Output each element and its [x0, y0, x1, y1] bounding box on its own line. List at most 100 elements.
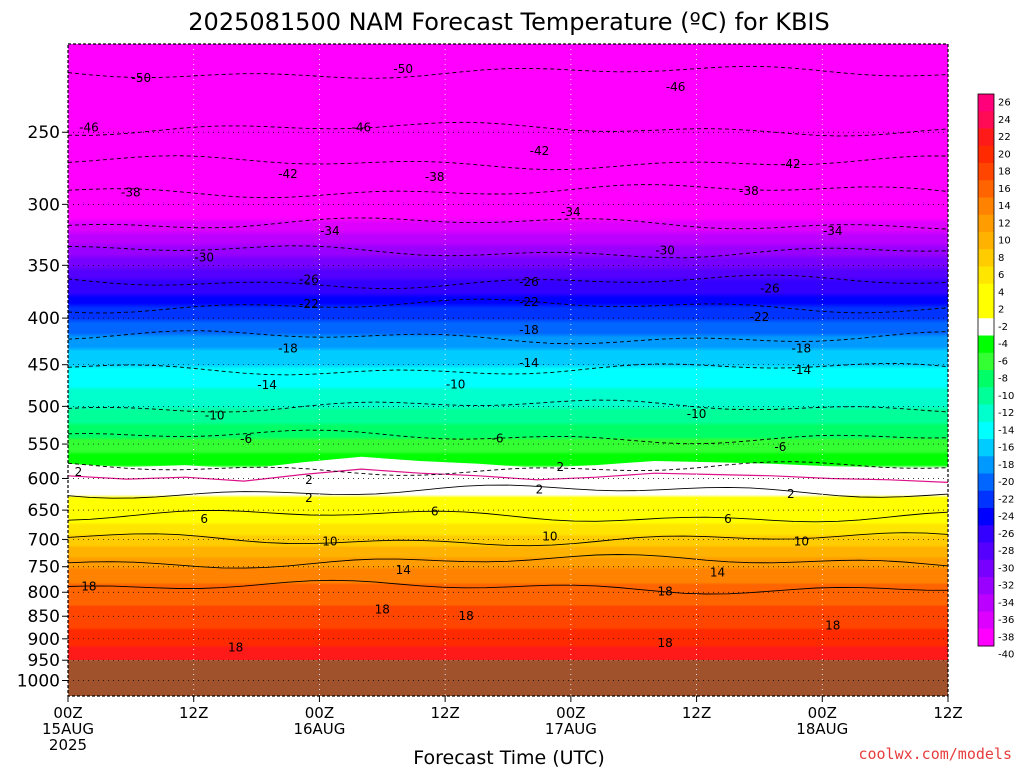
colorbar-tick-label: -24	[998, 512, 1014, 523]
contour-label: -18	[278, 342, 298, 356]
x-tick-label: 00Z	[53, 704, 82, 722]
colorbar-tick-label: 4	[998, 287, 1004, 298]
colorbar-tick-label: -18	[998, 460, 1014, 471]
colorbar-swatch	[978, 163, 994, 181]
y-tick-label: 750	[28, 558, 60, 578]
colorbar-swatch	[978, 94, 994, 112]
contour-label: -14	[519, 356, 539, 370]
colorbar-tick-label: 14	[998, 201, 1011, 212]
colorbar-swatch	[978, 490, 994, 509]
contour-label: -10	[687, 407, 707, 421]
colorbar-swatch	[978, 249, 994, 267]
colorbar-swatch	[978, 439, 994, 457]
x-tick-date: 17AUG	[545, 720, 597, 738]
contour-label: 18	[658, 585, 673, 599]
y-tick-label: 600	[28, 469, 60, 489]
colorbar-tick-label: -20	[998, 477, 1014, 488]
colorbar-tick-label: -16	[998, 443, 1014, 454]
contour-label: -22	[299, 297, 319, 311]
x-tick-label: 00Z	[808, 704, 837, 722]
colorbar-swatch	[978, 473, 994, 492]
contour-label: -14	[257, 378, 277, 392]
y-tick-label: 350	[28, 256, 60, 276]
x-tick-date: 18AUG	[796, 720, 848, 738]
colorbar-swatch	[978, 266, 994, 285]
contour-label: -42	[530, 144, 550, 158]
colorbar-swatch	[978, 111, 994, 129]
contour-label: 18	[375, 603, 390, 617]
plot-frame	[67, 43, 949, 697]
contour-label: -26	[299, 273, 319, 287]
colorbar-swatch	[978, 594, 994, 612]
colorbar-swatch	[978, 301, 994, 319]
temperature-field	[68, 44, 948, 661]
contour-line	[67, 554, 949, 569]
colorbar-tick-label: -34	[998, 598, 1014, 609]
colorbar-tick-label: 22	[998, 132, 1011, 143]
plot-area: -50 -50 -46 -46 -46 -42 -42 -42 -38 -38 -38 -34 -34 -…	[67, 43, 949, 697]
colorbar-frame	[977, 93, 995, 647]
contour-label: 2	[305, 491, 313, 505]
colorbar-swatch	[978, 628, 994, 647]
colorbar-tick-label: 26	[998, 98, 1011, 109]
contour-label: 2	[787, 487, 795, 501]
y-tick-label: 400	[28, 309, 60, 329]
contour-label: -6	[774, 440, 786, 454]
contour-label: 10	[322, 535, 337, 549]
colorbar-swatch	[978, 352, 994, 371]
contour-label: -46	[79, 120, 99, 134]
x-tick-label: 00Z	[305, 704, 334, 722]
contour-label: -6	[240, 432, 252, 446]
y-tick-label: 450	[28, 356, 60, 376]
colorbar-tick-label: -32	[998, 581, 1014, 592]
x-tick-label: 12Z	[430, 704, 459, 722]
contour-label: -34	[823, 224, 843, 238]
contour-line	[67, 579, 949, 595]
colorbar-swatch	[978, 318, 994, 336]
colorbar-tick-label: 24	[998, 115, 1011, 126]
contour-line	[67, 121, 949, 137]
x-tick-date: 15AUG	[42, 720, 94, 738]
freezing-band	[68, 456, 948, 482]
colorbar-swatch	[978, 180, 994, 198]
contour-label: -18	[792, 342, 812, 356]
colorbar-tick-label: -28	[998, 546, 1014, 557]
contour-label: -46	[666, 80, 686, 94]
y-tick-label: 800	[28, 583, 60, 603]
contour-label: -50	[393, 62, 413, 76]
x-tick-label: 12Z	[179, 704, 208, 722]
x-axis-title: Forecast Time (UTC)	[413, 747, 604, 768]
colorbar-swatch	[978, 128, 994, 147]
y-tick-label: 850	[28, 607, 60, 627]
credit-text: coolwx.com/models	[858, 745, 1012, 763]
colorbar-tick-label: -8	[998, 374, 1008, 385]
contour-label: -6	[492, 431, 504, 445]
contour-line	[67, 532, 949, 547]
contour-label: -26	[519, 275, 539, 289]
contour-label: 18	[658, 636, 673, 650]
contour-label: -42	[781, 157, 801, 171]
contour-line	[67, 510, 949, 523]
colorbar-swatch	[978, 577, 994, 595]
x-tick-label: 00Z	[556, 704, 585, 722]
colorbar-swatch	[978, 525, 994, 543]
y-tick-label: 700	[28, 530, 60, 550]
colorbar-tick-label: -2	[998, 322, 1008, 333]
colorbar-tick-label: -10	[998, 391, 1014, 402]
contour-label: -50	[132, 71, 152, 85]
zero-line	[67, 468, 949, 483]
contour-label: -14	[792, 363, 812, 377]
contour-label: 18	[458, 609, 473, 623]
contour-label: -18	[519, 323, 539, 337]
colorbar-swatch	[978, 611, 994, 630]
colorbar-swatch	[978, 232, 994, 250]
contour-label: -38	[739, 184, 759, 198]
contour-label: -22	[750, 310, 770, 324]
colorbar-tick-label: -14	[998, 425, 1014, 436]
chart-title: 2025081500 NAM Forecast Temperature (ºC)…	[188, 8, 829, 36]
colorbar-swatch	[978, 456, 994, 474]
contour-label: 6	[431, 504, 439, 518]
contour-label: 2	[536, 483, 544, 497]
